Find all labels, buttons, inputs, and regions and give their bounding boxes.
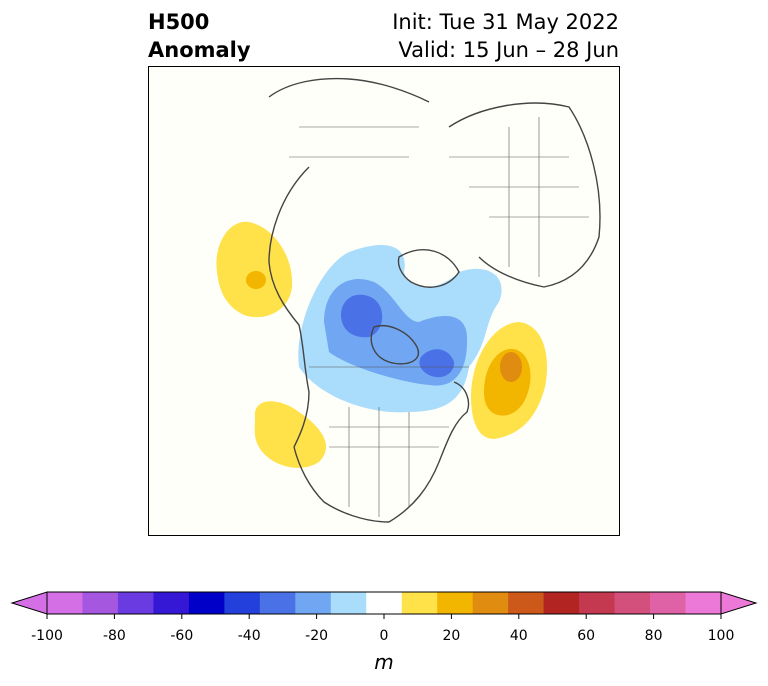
coastlines: [268, 77, 601, 523]
colorbar-tick-label: 20: [442, 628, 461, 644]
title-variable: H500: [148, 10, 210, 34]
colorbar-segment: [224, 592, 261, 614]
colorbar-tick-label: -40: [237, 628, 261, 644]
negative-anomaly-core-2: [419, 349, 455, 378]
colorbar-tick-label: 40: [509, 628, 528, 644]
colorbar-tick-label: 100: [707, 628, 735, 644]
colorbar-tick-label: 60: [577, 628, 596, 644]
negative-anomaly-core-1: [341, 294, 383, 338]
colorbar-under-arrow: [10, 591, 48, 615]
positive-anomaly-west-us: [254, 401, 327, 468]
colorbar-svg: [10, 591, 758, 619]
colorbar-segment: [614, 592, 651, 614]
colorbar-tick-label: 80: [644, 628, 663, 644]
colorbar-segment: [330, 592, 367, 614]
colorbar-segment: [295, 592, 332, 614]
colorbar-segment: [82, 592, 119, 614]
colorbar-tick-label: -80: [102, 628, 126, 644]
init-date: Init: Tue 31 May 2022: [392, 10, 619, 34]
colorbar-segment: [401, 592, 438, 614]
colorbar-unit: m: [374, 650, 394, 674]
colorbar-segment: [472, 592, 509, 614]
colorbar-tick-label: -100: [31, 628, 63, 644]
political-borders: [289, 117, 589, 517]
colorbar-segment: [508, 592, 545, 614]
colorbar-segment: [579, 592, 616, 614]
colorbar-segment: [366, 592, 403, 614]
positive-anomaly-pacific-core: [246, 271, 266, 289]
colorbar-over-arrow: [720, 591, 758, 615]
positive-anomaly-pacific: [216, 221, 293, 318]
colorbar-segment: [259, 592, 296, 614]
colorbar-segment: [117, 592, 154, 614]
colorbar-segment: [188, 592, 225, 614]
colorbar-segment: [650, 592, 687, 614]
valid-range: Valid: 15 Jun – 28 Jun: [398, 38, 619, 62]
colorbar-segment: [47, 592, 83, 614]
colorbar: [0, 580, 768, 680]
positive-anomaly-atlantic-core: [500, 352, 522, 382]
colorbar-tick-label: -20: [305, 628, 329, 644]
title-right: Init: Tue 31 May 2022 Valid: 15 Jun – 28…: [392, 8, 619, 64]
colorbar-segment: [543, 592, 580, 614]
colorbar-segment: [685, 592, 722, 614]
map-svg: [149, 67, 619, 535]
colorbar-segment: [153, 592, 190, 614]
colorbar-segment: [437, 592, 474, 614]
colorbar-tick-label: -60: [170, 628, 194, 644]
title-type: Anomaly: [148, 38, 251, 62]
map-panel: [148, 66, 620, 536]
colorbar-tick-label: 0: [379, 628, 389, 644]
title-left: H500 Anomaly: [148, 8, 251, 64]
